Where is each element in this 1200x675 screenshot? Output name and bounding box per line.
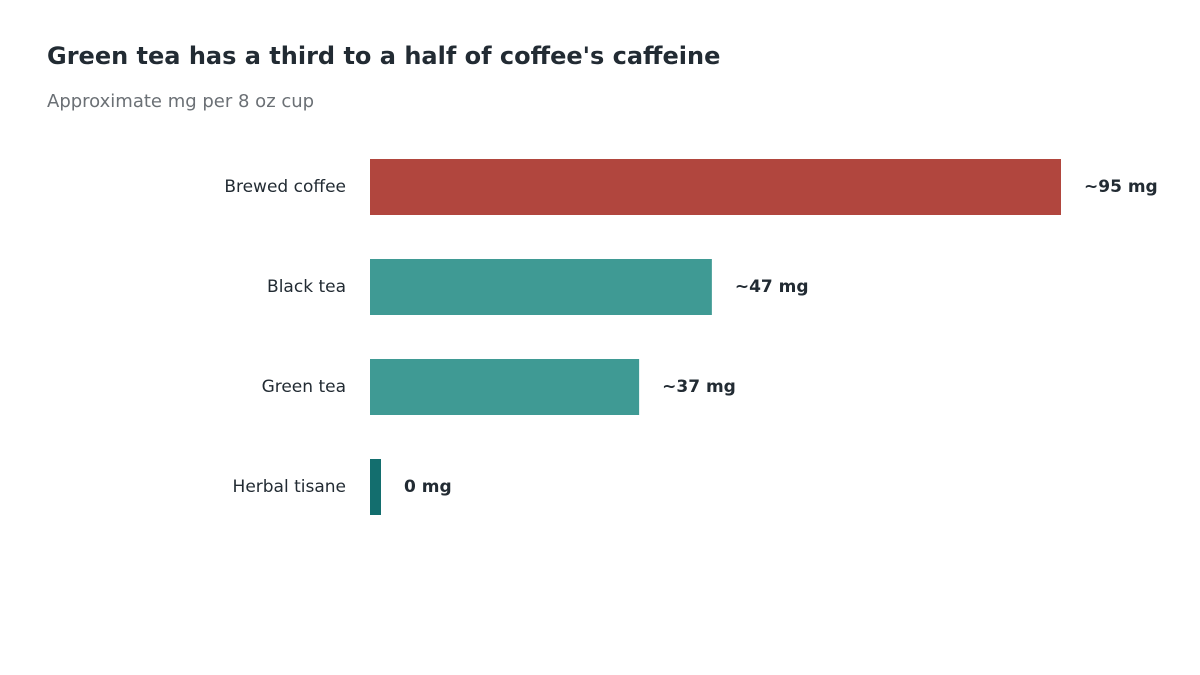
value-label: ~47 mg — [735, 277, 809, 297]
category-label: Brewed coffee — [224, 177, 346, 197]
category-label: Black tea — [267, 277, 346, 297]
chart-title: Green tea has a third to a half of coffe… — [47, 42, 720, 70]
bar — [370, 359, 640, 415]
category-label: Green tea — [262, 377, 346, 397]
bar — [370, 159, 1061, 215]
bar — [370, 259, 712, 315]
value-label: ~95 mg — [1084, 177, 1158, 197]
category-label: Herbal tisane — [233, 477, 346, 497]
value-label: 0 mg — [404, 477, 452, 497]
value-label: ~37 mg — [662, 377, 736, 397]
bar — [370, 459, 381, 515]
chart-subtitle: Approximate mg per 8 oz cup — [47, 91, 314, 112]
